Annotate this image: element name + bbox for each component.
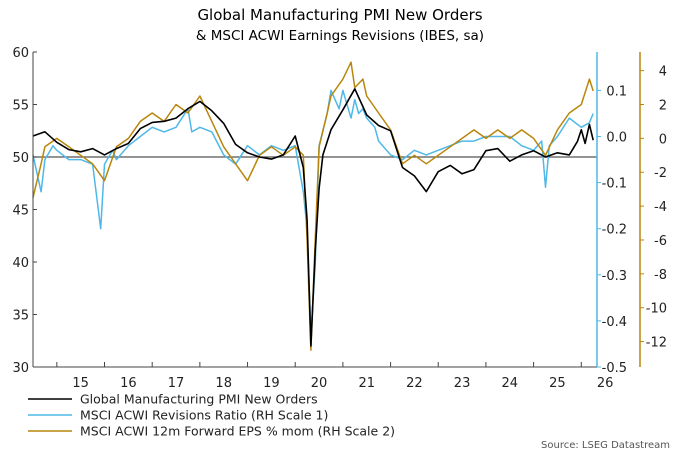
legend-label: MSCI ACWI Revisions Ratio (RH Scale 1) [80,408,328,423]
right2-tick-label: -2 [654,166,667,181]
left-tick-label: 35 [12,309,29,324]
plot-area [32,61,597,351]
right2-tick-label: 4 [659,65,667,80]
x-tick-label: 20 [311,376,328,391]
right1-tick-label: 0.1 [606,84,627,99]
x-tick-label: 18 [215,376,232,391]
x-tick-label: 26 [597,376,614,391]
x-tick-label: 25 [549,376,566,391]
right2-tick-label: 0 [659,132,667,147]
x-tick-label: 15 [72,376,89,391]
x-tick-label: 19 [263,376,280,391]
right2-tick-label: -8 [654,268,667,283]
legend-label: Global Manufacturing PMI New Orders [80,392,318,407]
right2-tick-label: -4 [654,200,667,215]
left-tick-label: 50 [12,151,29,166]
x-tick-label: 22 [406,376,423,391]
right2-tick-label: -10 [646,302,667,317]
x-tick-label: 24 [501,376,518,391]
right1-tick-label: -0.3 [602,269,627,284]
right2-tick-label: 2 [659,99,667,114]
right2-tick-label: -12 [646,336,667,351]
right1-tick-label: -0.4 [602,315,627,330]
x-tick-label: 16 [120,376,137,391]
x-tick-label: 21 [358,376,375,391]
right1-tick-label: 0.0 [606,131,627,146]
chart-subtitle: & MSCI ACWI Earnings Revisions (IBES, sa… [196,28,484,44]
series-line-3 [32,61,594,351]
x-tick-label: 17 [168,376,185,391]
right1-tick-label: -0.1 [602,177,627,192]
left-tick-label: 55 [12,99,29,114]
axes: 30354045505560-0.5-0.4-0.3-0.2-0.10.00.1… [12,46,667,391]
right2-tick-label: -6 [654,234,667,249]
left-tick-label: 45 [12,204,29,219]
left-tick-label: 60 [12,46,29,61]
source-note: Source: LSEG Datastream [541,440,670,451]
legend: Global Manufacturing PMI New OrdersMSCI … [28,392,395,439]
x-tick-label: 23 [454,376,471,391]
legend-label: MSCI ACWI 12m Forward EPS % mom (RH Scal… [80,424,395,439]
right1-tick-label: -0.5 [602,361,627,376]
right1-tick-label: -0.2 [602,223,627,238]
chart-title: Global Manufacturing PMI New Orders [197,6,482,24]
series-line-1 [32,88,594,347]
left-tick-label: 40 [12,256,29,271]
left-tick-label: 30 [12,361,29,376]
